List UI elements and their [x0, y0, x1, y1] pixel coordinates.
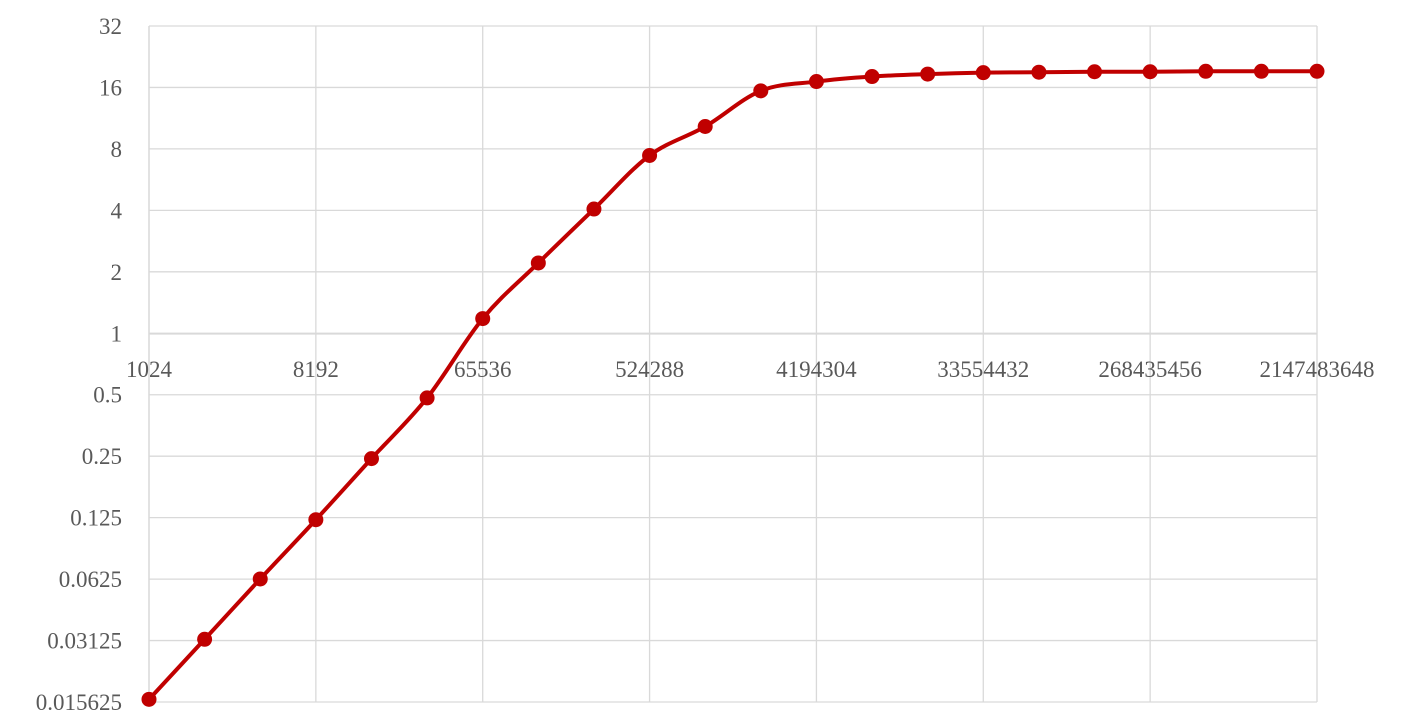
- x-tick-label: 1024: [126, 357, 173, 382]
- data-point-marker: [475, 311, 491, 327]
- data-point-marker: [975, 65, 991, 81]
- y-tick-label: 8: [111, 137, 123, 162]
- data-point-marker: [586, 201, 602, 217]
- y-tick-label: 0.015625: [36, 690, 122, 715]
- y-tick-label: 1: [111, 321, 123, 346]
- y-tick-label: 16: [99, 75, 122, 100]
- x-axis-tick-labels: 1024 8192 65536 524288 4194304 33554432 268435…: [126, 357, 1375, 382]
- data-point-marker: [864, 69, 880, 85]
- data-point-marker: [530, 255, 546, 271]
- y-axis-tick-labels: 0.015625 0.03125 0.0625 0.125 0.25 0.5 1 2 4 8 16 3…: [36, 14, 123, 715]
- x-tick-label: 524288: [615, 357, 684, 382]
- x-tick-label: 8192: [293, 357, 339, 382]
- data-point-marker: [808, 74, 824, 90]
- data-point-marker: [197, 631, 213, 647]
- data-point-marker: [1309, 63, 1325, 79]
- y-tick-label: 4: [111, 198, 123, 223]
- data-point-marker: [1253, 63, 1269, 79]
- data-point-marker: [252, 571, 268, 587]
- data-point-marker: [642, 147, 658, 163]
- data-point-marker: [697, 119, 713, 135]
- x-tick-label: 268435456: [1098, 357, 1202, 382]
- x-tick-label: 33554432: [937, 357, 1029, 382]
- data-point-marker: [1031, 64, 1047, 80]
- y-tick-label: 2: [111, 260, 123, 285]
- data-point-marker: [753, 83, 769, 99]
- data-point-marker: [363, 451, 379, 467]
- data-point-marker: [1142, 64, 1158, 80]
- y-tick-label: 0.5: [93, 383, 122, 408]
- y-tick-label: 0.0625: [59, 567, 122, 592]
- series-line: [147, 69, 1317, 701]
- axes: [148, 26, 1317, 702]
- y-tick-label: 0.125: [70, 506, 122, 531]
- y-tick-label: 32: [99, 14, 122, 39]
- x-tick-label: 4194304: [776, 357, 857, 382]
- y-tick-label: 0.25: [82, 444, 122, 469]
- x-tick-label: 65536: [454, 357, 512, 382]
- data-series: [141, 63, 1325, 707]
- data-point-marker: [308, 512, 324, 528]
- data-point-marker: [141, 691, 157, 707]
- data-point-marker: [1198, 63, 1214, 79]
- data-point-marker: [1087, 64, 1103, 80]
- data-point-marker: [920, 66, 936, 82]
- data-point-marker: [419, 390, 435, 406]
- y-tick-label: 0.03125: [47, 629, 122, 654]
- x-tick-label: 2147483648: [1260, 357, 1375, 382]
